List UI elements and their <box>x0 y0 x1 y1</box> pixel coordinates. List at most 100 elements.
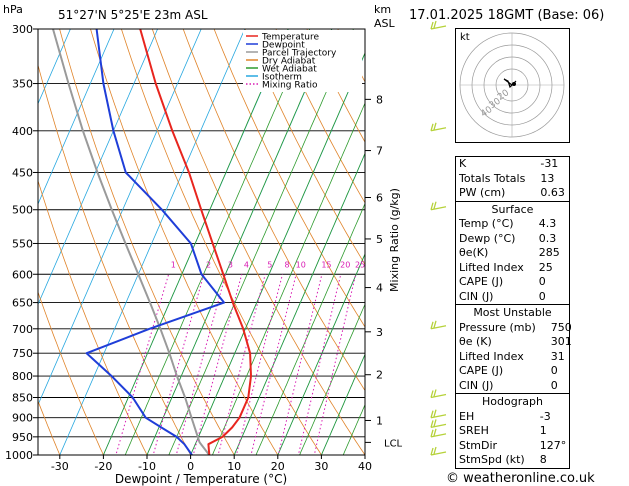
wind-barb-stroke <box>430 446 447 456</box>
temperature-tick-label: -20 <box>94 460 112 473</box>
table-row: SREH 1 <box>456 424 569 439</box>
plot-frame <box>37 28 366 456</box>
table-row: StmSpd (kt) 8 <box>456 453 569 468</box>
wind-barbs <box>430 20 447 456</box>
row-value: 25 <box>538 260 553 274</box>
row-value: -3 <box>539 409 551 423</box>
dry-adiabat-line <box>59 29 235 455</box>
dry-adiabat-line <box>182 29 365 392</box>
mixing-ratio-line <box>277 274 323 455</box>
temperature-tick-label: -10 <box>138 460 156 473</box>
wind-barb <box>430 20 447 30</box>
hodograph-unit-label: kt <box>460 32 470 43</box>
altitude-tick-label: 2 <box>376 369 383 382</box>
table-row: Pressure (mb) 750 <box>456 320 575 335</box>
legend-label: Isotherm <box>262 73 302 83</box>
wind-barb-stroke <box>430 20 447 30</box>
row-value: 127° <box>539 438 567 452</box>
mixing-ratio-label: 15 <box>321 260 331 269</box>
mixing-ratio-line <box>175 274 227 455</box>
mixing-ratio-line <box>115 274 170 455</box>
altitude-tick-label: 5 <box>376 233 383 246</box>
dry-adiabat-line <box>151 29 365 455</box>
pressure-tick-label: 950 <box>12 431 33 444</box>
mixing-ratio-label: 10 <box>296 260 306 269</box>
row-label: Lifted Index <box>459 349 524 363</box>
wind-barb <box>430 419 447 429</box>
mixing-ratio-line <box>235 274 283 455</box>
table-row: K -31 <box>456 157 569 172</box>
table-row: CIN (J) 0 <box>456 379 575 394</box>
pressure-tick-label: 900 <box>12 412 33 425</box>
wet-adiabat-line <box>255 202 365 455</box>
mixing-ratio-line <box>192 274 243 455</box>
most-unstable-title: Most Unstable <box>473 306 552 320</box>
parcel-trajectory-line <box>52 29 211 455</box>
temperature-tick-label: 20 <box>271 460 285 473</box>
row-label: Totals Totals <box>459 171 526 185</box>
x-axis-title: Dewpoint / Temperature (°C) <box>115 472 287 486</box>
row-value: 0 <box>538 290 546 304</box>
temperature-tick-label: 40 <box>358 460 372 473</box>
dewpoint-line <box>85 29 226 455</box>
table-row: CAPE (J) 0 <box>456 275 569 290</box>
wind-barb <box>430 428 447 438</box>
row-value: 301 <box>550 335 572 349</box>
pressure-tick-label: 600 <box>12 268 33 281</box>
wind-barb-stroke <box>430 122 447 132</box>
mixing-ratio-label: 4 <box>244 260 249 269</box>
row-value: 1 <box>539 424 547 438</box>
hodograph-table-title: Hodograph <box>482 395 543 409</box>
wind-barb-stroke <box>430 201 447 211</box>
mixing-ratio-label: 2 <box>206 260 211 269</box>
table-row: StmDir 127° <box>456 439 569 454</box>
pressure-tick-label: 1000 <box>5 449 33 462</box>
dry-adiabat-line <box>213 29 365 328</box>
row-label: θe(K) <box>459 246 489 260</box>
hodograph-table: EH -3 SREH 1 StmDir 127° StmSpd (kt) 8 <box>456 409 569 467</box>
table-row: PW (cm) 0.63 <box>456 186 569 201</box>
mixing-ratio-line <box>313 274 357 455</box>
wind-barb-stroke <box>430 419 447 429</box>
wind-barb-stroke <box>430 320 447 330</box>
wind-barb-stroke <box>430 409 447 419</box>
table-row: EH -3 <box>456 409 569 424</box>
row-value: 0.3 <box>538 231 557 245</box>
dry-adiabat-line <box>244 29 365 266</box>
most-unstable-section: Most Unstable Pressure (mb) 750 θe (K) 301 L… <box>455 304 572 395</box>
pressure-tick-label: 700 <box>12 323 33 336</box>
altitude-unit-label: km <box>374 3 391 16</box>
table-row: θe(K) 285 <box>456 246 569 261</box>
dry-adiabat-line <box>120 29 322 455</box>
wind-barb <box>430 320 447 330</box>
row-value: 31 <box>550 349 565 363</box>
pressure-tick-label: 500 <box>12 204 33 217</box>
wet-adiabat-line <box>299 303 365 455</box>
wind-barb <box>430 446 447 456</box>
pressure-unit-label: hPa <box>3 3 23 16</box>
altitude-tick-label: 7 <box>376 145 383 158</box>
mixing-ratio-label: 3 <box>228 260 233 269</box>
temperature-tick-label: 30 <box>314 460 328 473</box>
legend-label: Parcel Trajectory <box>262 49 337 59</box>
altitude-tick-label: 1 <box>376 414 383 427</box>
row-value: 4.3 <box>538 217 557 231</box>
dry-adiabat-line <box>38 179 148 455</box>
wind-barb <box>430 389 447 399</box>
row-label: SREH <box>459 424 489 438</box>
row-label: Temp (°C) <box>459 217 514 231</box>
mixing-ratio-line <box>297 274 342 455</box>
row-label: Dewp (°C) <box>459 231 516 245</box>
row-value: 750 <box>550 320 572 334</box>
table-row: Lifted Index 25 <box>456 261 569 276</box>
legend-label: Mixing Ratio <box>262 81 318 91</box>
wet-adiabat-line <box>277 252 365 455</box>
row-label: CAPE (J) <box>459 364 504 378</box>
wet-adiabat-line <box>233 152 365 455</box>
row-value: -31 <box>540 157 559 171</box>
isotherm-line <box>38 29 115 206</box>
row-label: CIN (J) <box>459 379 494 393</box>
mixing-ratio-line <box>152 274 205 455</box>
altitude-tick-label: 8 <box>376 93 383 106</box>
